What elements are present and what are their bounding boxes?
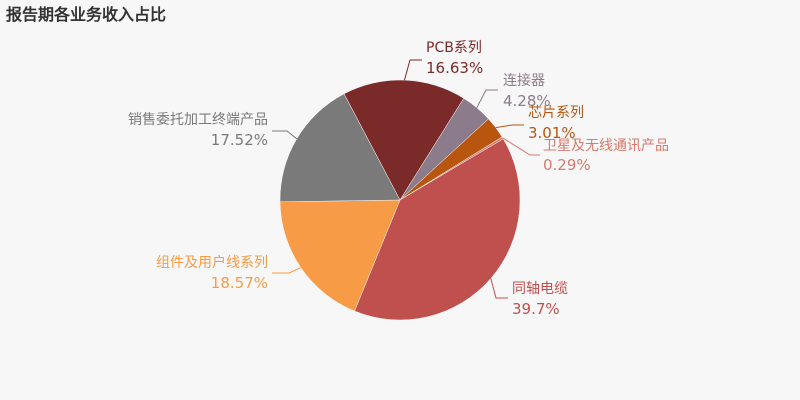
slice-value-label: 39.7% [512, 300, 560, 318]
slice-value-label: 18.57% [211, 274, 268, 292]
slice-value-label: 0.29% [543, 156, 591, 174]
slice-label: 连接器 [503, 72, 545, 89]
slice-value-label: 3.01% [528, 124, 576, 142]
leader-line [490, 278, 508, 299]
slice-label: PCB系列 [426, 40, 482, 56]
slice-value-label: 4.28% [503, 92, 551, 110]
slice-label: 卫星及无线通讯产品 [543, 138, 669, 154]
slice-value-label: 17.52% [211, 131, 268, 149]
pie-slice [343, 79, 465, 201]
leader-line [403, 59, 422, 81]
leader-line [272, 130, 298, 140]
slice-label: 同轴电缆 [512, 281, 568, 297]
chart-title: 报告期各业务收入占比 [6, 5, 166, 24]
slice-label: 销售委托加工终端产品 [128, 112, 268, 128]
leader-line [502, 137, 540, 156]
leader-line [272, 267, 302, 274]
leader-line [495, 124, 524, 129]
pie-slice [279, 199, 401, 312]
leader-line [476, 89, 498, 108]
slice-label: 芯片系列 [528, 105, 584, 121]
slice-label: 组件及用户线系列 [156, 254, 268, 271]
slice-value-label: 16.63% [426, 59, 483, 77]
pie-slice [354, 138, 521, 321]
pie-slice [279, 93, 401, 203]
